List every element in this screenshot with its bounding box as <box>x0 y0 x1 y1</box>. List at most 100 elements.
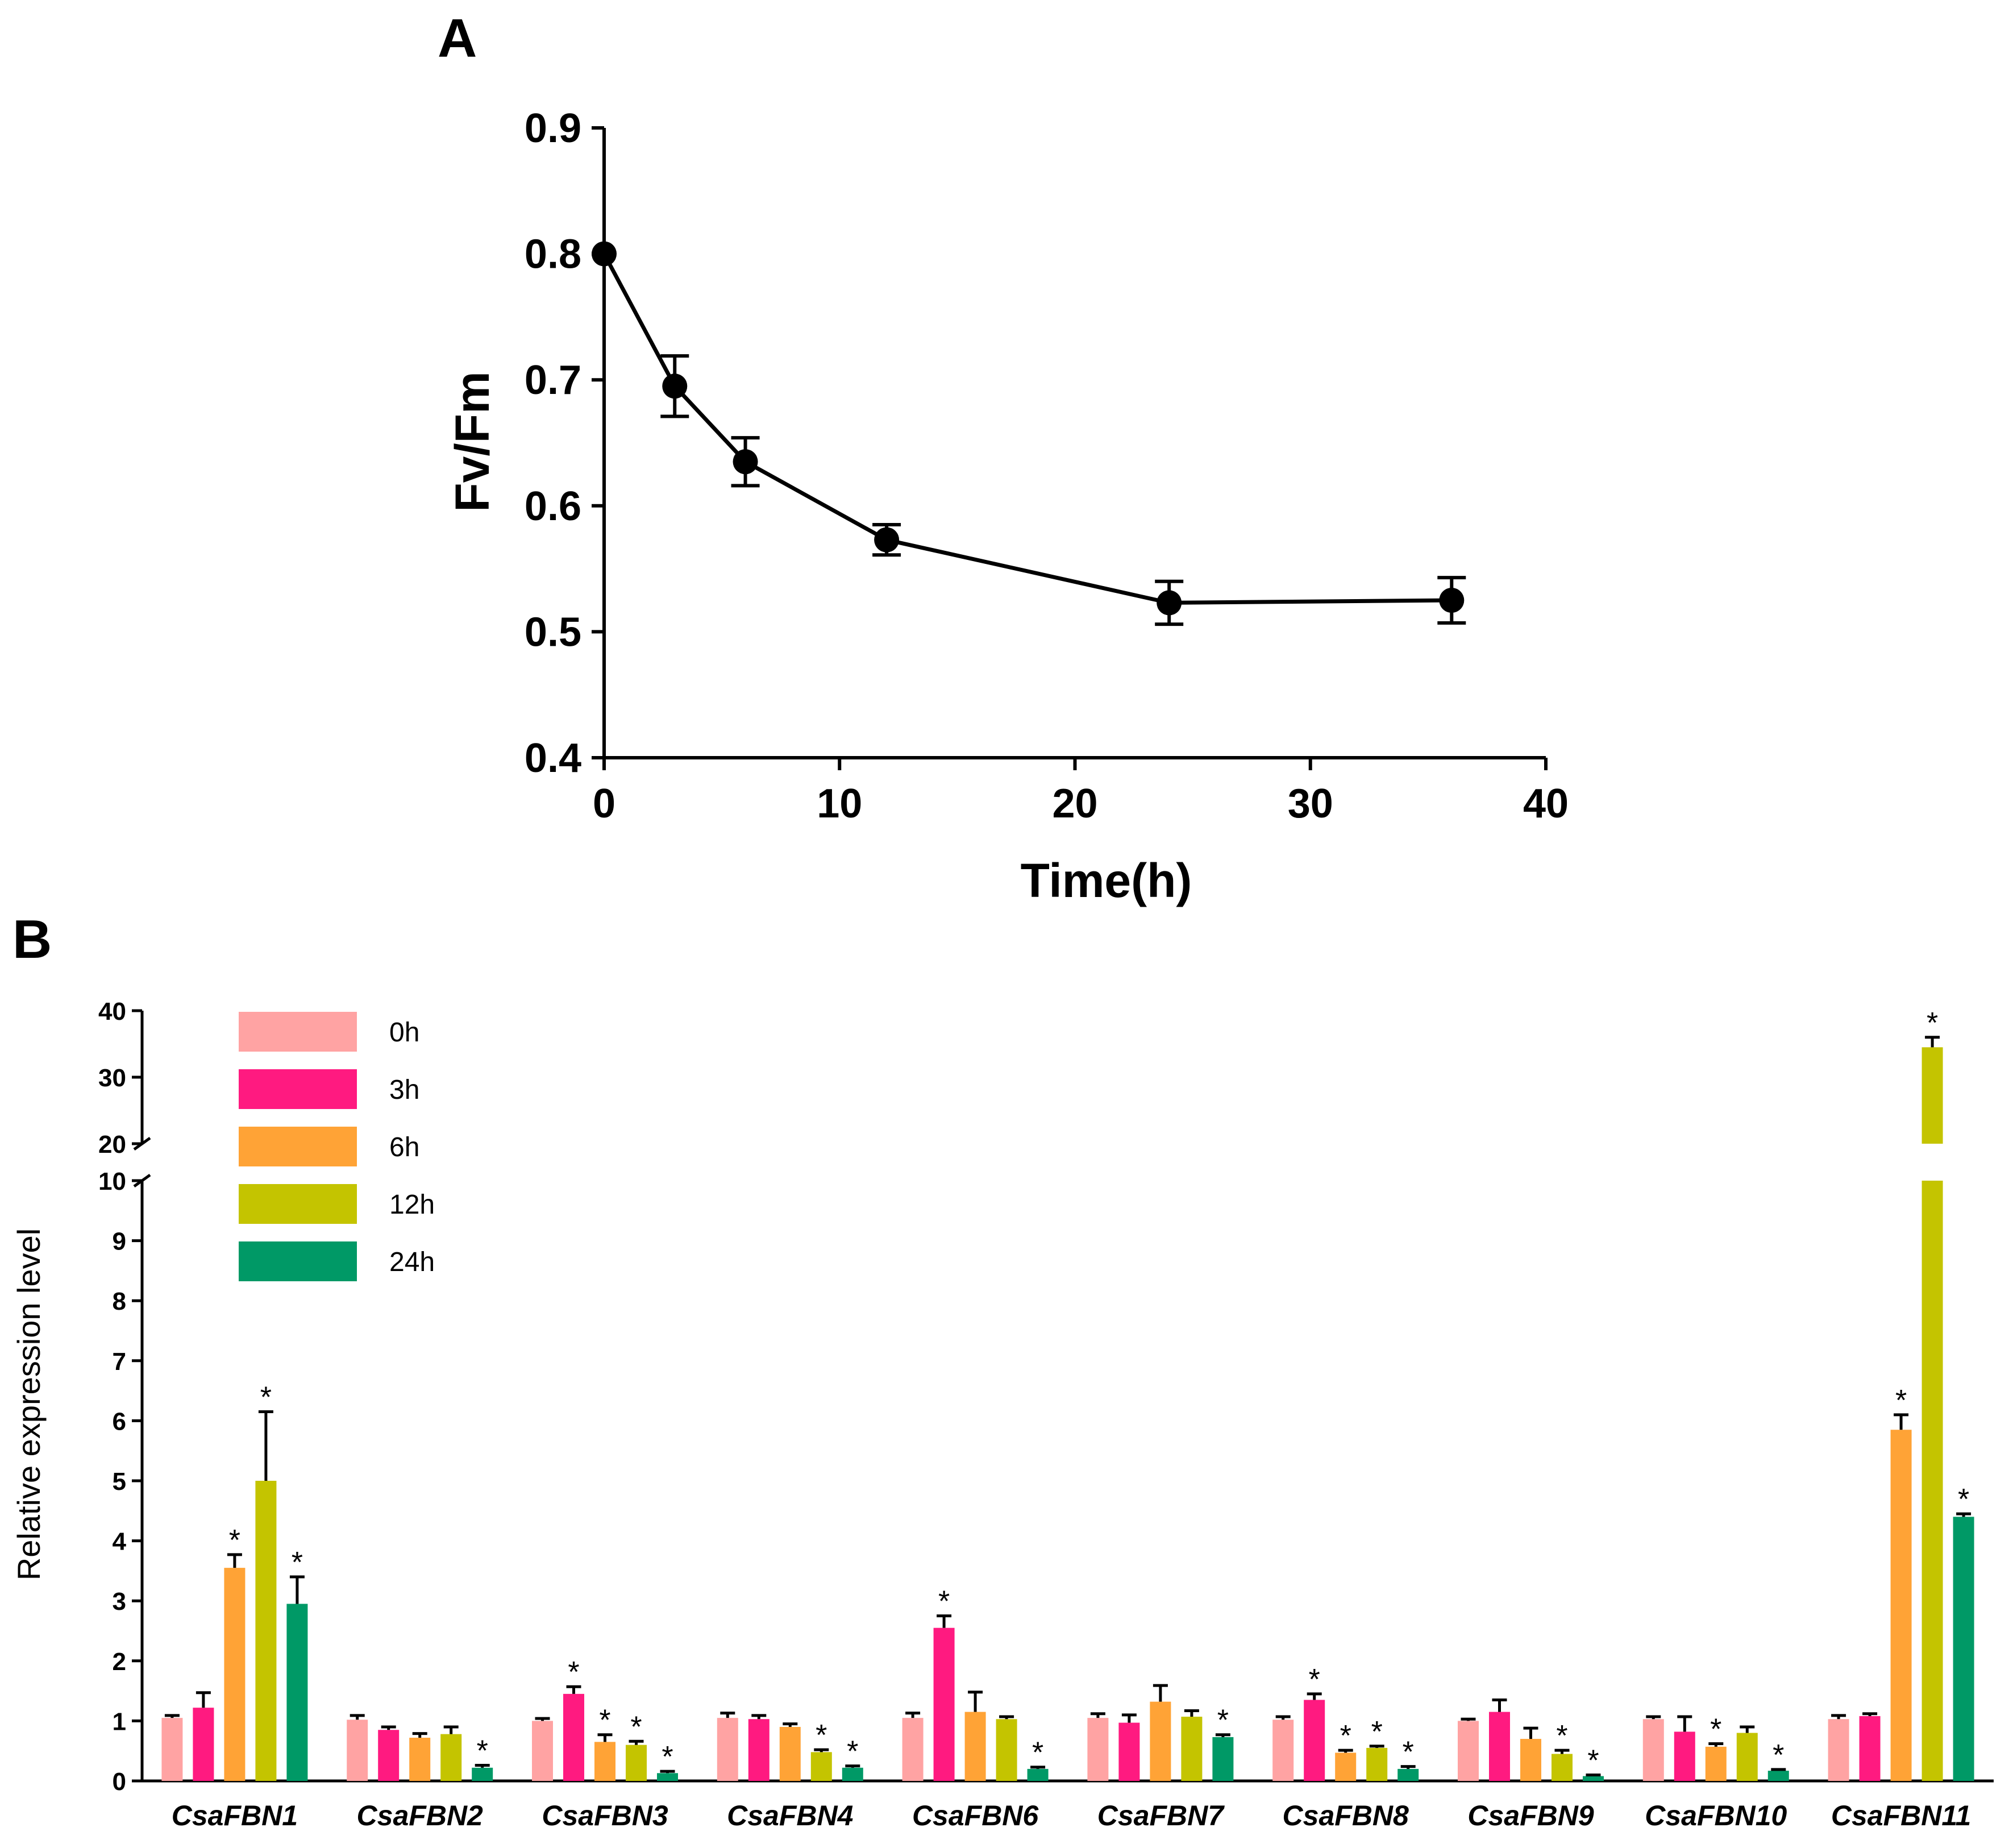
bar <box>1520 1739 1541 1781</box>
y-tick-label: 9 <box>113 1228 126 1256</box>
x-tick-label: 10 <box>817 781 862 827</box>
bar <box>440 1734 462 1781</box>
bar <box>1921 1181 1943 1781</box>
bar <box>193 1708 214 1781</box>
significance-marker: * <box>1773 1739 1784 1772</box>
legend-swatch <box>239 1127 357 1166</box>
significance-marker: * <box>1958 1483 1969 1516</box>
bar <box>779 1726 801 1781</box>
significance-marker: * <box>662 1741 673 1774</box>
data-point <box>592 241 617 267</box>
y-axis-label: Relative expression level <box>11 1228 47 1580</box>
data-point <box>733 449 758 475</box>
legend-swatch <box>239 1184 357 1224</box>
bar <box>1859 1716 1881 1781</box>
significance-marker: * <box>599 1704 610 1737</box>
bar <box>1736 1733 1758 1781</box>
y-tick-label: 7 <box>113 1348 126 1376</box>
legend-label: 12h <box>389 1190 435 1220</box>
significance-marker: * <box>1895 1384 1907 1417</box>
bar <box>1642 1719 1664 1781</box>
legend-swatch <box>239 1241 357 1281</box>
significance-marker: * <box>816 1719 827 1752</box>
y-tick-label: 0.9 <box>525 106 581 151</box>
bar <box>1304 1700 1325 1781</box>
bar <box>717 1718 738 1781</box>
panel-b-letter: B <box>13 909 52 970</box>
series-line <box>602 252 1452 605</box>
bar <box>748 1719 770 1781</box>
significance-marker: * <box>292 1546 303 1579</box>
bar <box>1583 1776 1604 1781</box>
bar <box>1705 1746 1727 1781</box>
x-tick-label: 30 <box>1288 781 1333 827</box>
y-tick-label: 2 <box>113 1648 126 1676</box>
legend-label: 24h <box>389 1247 435 1277</box>
bar <box>1458 1721 1479 1781</box>
bar <box>1027 1768 1049 1781</box>
category-label: CsaFBN11 <box>1831 1800 1971 1832</box>
y-tick-label: 1 <box>113 1708 126 1735</box>
significance-marker: * <box>1587 1744 1599 1777</box>
significance-marker: * <box>1556 1720 1567 1753</box>
significance-marker: * <box>260 1381 272 1414</box>
bar <box>563 1693 584 1781</box>
panel-a-letter: A <box>438 8 477 69</box>
bar <box>1397 1768 1419 1781</box>
x-tick-label: 20 <box>1052 781 1097 827</box>
significance-marker: * <box>1032 1737 1043 1770</box>
bar <box>1674 1731 1695 1781</box>
bar-upper-segment <box>1921 1047 1943 1144</box>
category-label: CsaFBN9 <box>1467 1800 1594 1832</box>
y-tick-label: 30 <box>98 1064 126 1092</box>
bar <box>1335 1753 1357 1781</box>
y-tick-label: 5 <box>113 1468 126 1496</box>
y-tick-label: 0.4 <box>525 736 581 781</box>
significance-marker: * <box>938 1585 950 1618</box>
category-label: CsaFBN6 <box>912 1800 1039 1832</box>
bar <box>1489 1712 1510 1781</box>
bar <box>1181 1717 1203 1781</box>
significance-marker: * <box>1371 1716 1383 1749</box>
bar <box>255 1481 277 1781</box>
data-point <box>874 527 900 553</box>
y-axis-label: Fv/Fm <box>446 371 499 512</box>
bar <box>1272 1720 1294 1781</box>
bar <box>1767 1771 1789 1781</box>
significance-marker: * <box>229 1524 240 1557</box>
y-tick-label: 0.7 <box>525 358 581 403</box>
y-tick-label: 4 <box>113 1528 127 1556</box>
legend-label: 6h <box>389 1132 419 1162</box>
bar <box>626 1745 647 1781</box>
bar <box>657 1773 678 1781</box>
y-tick-label: 3 <box>113 1588 126 1616</box>
legend-label: 0h <box>389 1018 419 1048</box>
data-point <box>1439 588 1465 613</box>
expression-bar-chart: 0 1 2 3 4 5 6 7 8 9 10 20 30 40 Relative expression le… <box>11 998 1994 1832</box>
bar <box>378 1730 400 1781</box>
y-tick-label: 0.6 <box>525 484 581 529</box>
category-label: CsaFBN1 <box>172 1800 298 1832</box>
category-label: CsaFBN8 <box>1283 1800 1409 1832</box>
x-tick-label: 0 <box>593 781 615 827</box>
category-label: CsaFBN2 <box>357 1800 483 1832</box>
bar <box>594 1742 615 1781</box>
bar <box>409 1737 431 1781</box>
bar <box>902 1718 924 1781</box>
significance-marker: * <box>1340 1720 1351 1753</box>
data-point <box>1157 590 1182 616</box>
bar <box>1552 1754 1573 1781</box>
y-tick-label: 0 <box>113 1768 126 1796</box>
significance-marker: * <box>1927 1007 1938 1040</box>
bar <box>933 1627 955 1781</box>
bar <box>1212 1737 1234 1781</box>
y-tick-label: 6 <box>113 1407 126 1435</box>
legend-swatch <box>239 1069 357 1109</box>
y-tick-label: 40 <box>98 998 126 1025</box>
bar <box>1366 1747 1388 1781</box>
bar <box>810 1752 832 1781</box>
bar <box>347 1720 368 1781</box>
significance-marker: * <box>1710 1713 1721 1746</box>
bar <box>1828 1719 1849 1781</box>
